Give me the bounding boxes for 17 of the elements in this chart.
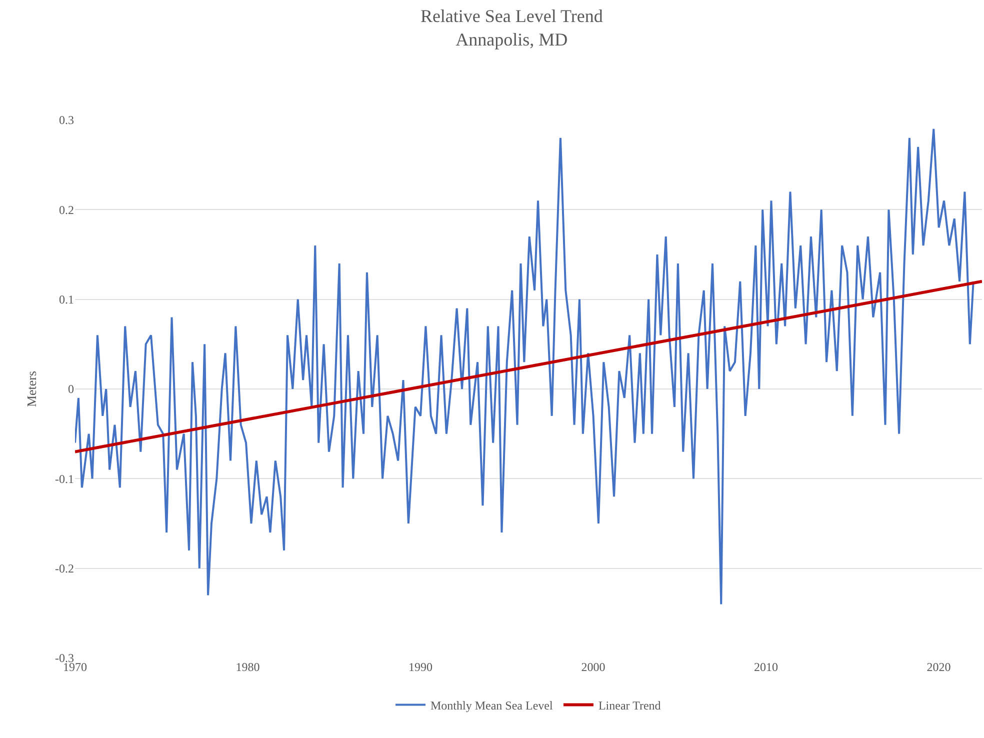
y-tick-label: 0.1 (59, 292, 74, 307)
y-tick-label: 0 (68, 382, 74, 396)
y-axis-title: Meters (24, 370, 39, 408)
y-tick-label: -0.2 (55, 562, 74, 576)
x-tick-label: 1990 (408, 660, 433, 674)
x-tick-label: 2020 (926, 660, 951, 674)
chart-title: Relative Sea Level Trend (420, 6, 603, 26)
line-series (75, 128, 974, 606)
chart-subtitle: Annapolis, MD (456, 30, 568, 50)
x-tick-label: 1980 (236, 660, 260, 674)
y-tick-label: 0.2 (59, 202, 74, 217)
y-tick-label: -0.1 (55, 472, 74, 486)
x-tick-label: 2010 (754, 660, 778, 674)
legend-label: Linear Trend (598, 698, 661, 712)
legend-label: Monthly Mean Sea Level (430, 698, 554, 712)
y-tick-label: 0.3 (59, 113, 74, 128)
x-tick-label: 2000 (581, 660, 606, 674)
